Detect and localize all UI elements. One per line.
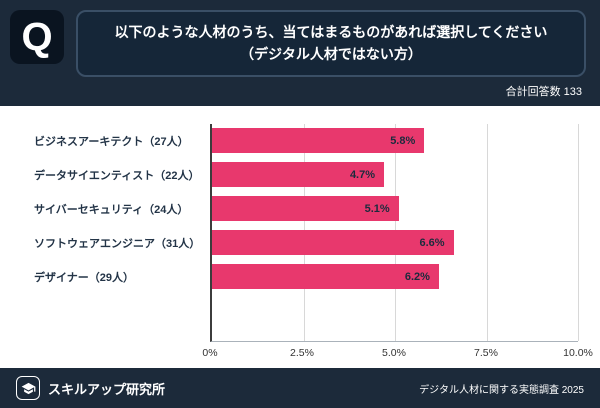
source-caption: デジタル人材に関する実態調査 2025 [419, 384, 584, 396]
bar-label: データサイエンティスト（22人） [34, 169, 200, 182]
bar: 4.7% [212, 162, 385, 188]
bar-value-label: 6.6% [419, 236, 445, 249]
x-axis: 0% 2.5% 5.0% 7.5% 10.0% [202, 342, 592, 364]
q-logo: Q [10, 10, 64, 64]
bar-label: ソフトウェアエンジニア（31人） [34, 237, 201, 250]
bar-row: 4.7% [212, 158, 578, 192]
footer: スキルアップ研究所 デジタル人材に関する実態調査 2025 [0, 368, 600, 408]
header: Q 以下のような人材のうち、当てはまるものがあれば選択してください （デジタル人… [0, 0, 600, 79]
bar: 5.8% [212, 128, 425, 154]
bar-label: サイバーセキュリティ（24人） [34, 203, 189, 216]
x-tick-label: 2.5% [290, 347, 314, 359]
bar: 6.6% [212, 230, 454, 256]
bar-labels: ビジネスアーキテクト（27人） データサイエンティスト（22人） サイバーセキュリテ… [34, 124, 210, 342]
plot-area: 5.8% 4.7% 5.1% 6.6% 6.2% [210, 123, 579, 342]
chart-card: ビジネスアーキテクト（27人） データサイエンティスト（22人） サイバーセキュリテ… [0, 105, 600, 368]
question-title-line1: 以下のような人材のうち、当てはまるものがあれば選択してください [114, 24, 548, 40]
bar-row: 6.2% [212, 260, 578, 294]
bar-row: 5.1% [212, 192, 578, 226]
bar-value-label: 4.7% [349, 168, 376, 181]
gridline [578, 123, 579, 341]
brand-logo: スキルアップ研究所 [16, 376, 165, 400]
bar-label: デザイナー（29人） [34, 271, 135, 284]
question-title-box: 以下のような人材のうち、当てはまるものがあれば選択してください （デジタル人材で… [76, 10, 586, 77]
q-logo-letter: Q [21, 14, 53, 59]
chart-body: ビジネスアーキテクト（27人） データサイエンティスト（22人） サイバーセキュリテ… [34, 123, 579, 342]
x-tick-label: 5.0% [382, 347, 406, 359]
x-tick-label: 0% [202, 347, 218, 359]
total-responses: 合計回答数 133 [505, 85, 582, 98]
graduation-cap-icon [16, 376, 40, 400]
bar-row: 6.6% [212, 226, 578, 260]
bar: 6.2% [212, 264, 439, 290]
bar-row: 5.8% [212, 124, 578, 158]
bar-label: ビジネスアーキテクト（27人） [34, 135, 189, 148]
question-title-line2: （デジタル人材ではない方） [240, 46, 422, 63]
brand-name: スキルアップ研究所 [48, 381, 166, 397]
bar-value-label: 5.1% [364, 202, 390, 215]
x-tick-label: 10.0% [563, 347, 593, 359]
x-tick-label: 7.5% [474, 347, 498, 359]
gridline [486, 123, 488, 341]
bar-value-label: 6.2% [404, 270, 430, 283]
bar: 5.1% [212, 196, 399, 222]
bar-value-label: 5.8% [390, 134, 416, 147]
